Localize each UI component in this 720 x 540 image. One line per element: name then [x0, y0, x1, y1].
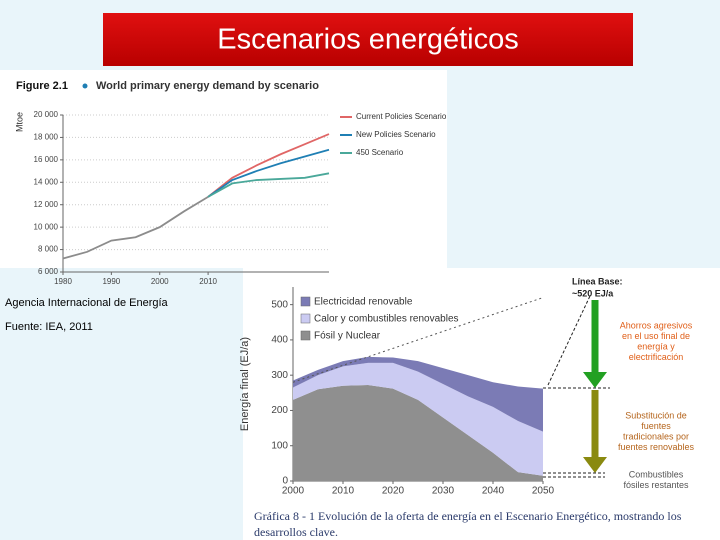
- area: [293, 356, 543, 432]
- legend-label: Electricidad renovable: [314, 297, 413, 308]
- y-tick-label: 16 000: [34, 155, 59, 164]
- annotation: Ahorros agresivos: [620, 320, 693, 330]
- y-tick-label: 6 000: [38, 267, 59, 276]
- legend-swatch: [300, 330, 311, 341]
- source-line: Agencia Internacional de Energía: [5, 297, 169, 309]
- arrow-head: [583, 372, 607, 388]
- guide-line: [547, 295, 591, 386]
- line: [62, 196, 209, 260]
- caption: desarrollos clave.: [254, 525, 338, 539]
- baseline: [292, 297, 544, 383]
- y-tick-label: 12 000: [34, 200, 59, 209]
- annotation: fósiles restantes: [623, 480, 689, 490]
- annotation: en el uso final de: [622, 331, 690, 341]
- arrow-head: [583, 457, 607, 473]
- y-tick-label: 500: [271, 299, 288, 310]
- x-tick-label: 2040: [482, 486, 505, 497]
- y-tick-label: 400: [271, 335, 288, 346]
- figure-panel: [0, 70, 447, 268]
- baseline-note: ~520 EJ/a: [572, 288, 614, 298]
- y-axis-label: Energía final (EJ/a): [239, 337, 251, 431]
- legend-label: New Policies Scenario: [356, 130, 436, 139]
- x-tick-label: 2020: [382, 486, 405, 497]
- x-tick-label: 2030: [432, 486, 455, 497]
- annotation: fuentes renovables: [618, 442, 695, 452]
- y-tick-label: 300: [271, 370, 288, 381]
- chart-title: World primary energy demand by scenario: [96, 80, 319, 92]
- area: [293, 362, 543, 476]
- annotation: energía y: [637, 341, 675, 351]
- legend-label: Current Policies Scenario: [356, 112, 447, 121]
- legend-swatch: [300, 313, 311, 324]
- y-tick-label: 14 000: [34, 177, 59, 186]
- x-tick-label: 1980: [54, 277, 72, 286]
- legend-label: 450 Scenario: [356, 148, 404, 157]
- y-tick-label: 18 000: [34, 133, 59, 142]
- y-tick-label: 10 000: [34, 222, 59, 231]
- area: [293, 385, 543, 481]
- figure-label: Figure 2.1: [16, 80, 68, 92]
- title-box: [103, 13, 633, 66]
- x-tick-label: 2000: [151, 277, 169, 286]
- slide-title: Escenarios energéticos: [217, 24, 518, 56]
- x-tick-label: 2050: [532, 486, 555, 497]
- legend-label: Calor y combustibles renovables: [314, 314, 459, 325]
- bullet: [82, 83, 88, 89]
- annotation: Substitución de: [625, 410, 687, 420]
- annotation: electrificación: [629, 352, 684, 362]
- source-line: Fuente: IEA, 2011: [5, 321, 93, 333]
- y-tick-label: 8 000: [38, 245, 59, 254]
- y-axis-label: Mtoe: [14, 112, 24, 132]
- annotation: fuentes: [641, 421, 671, 431]
- y-tick-label: 100: [271, 440, 288, 451]
- x-tick-label: 2010: [199, 277, 217, 286]
- x-tick-label: 1990: [102, 277, 120, 286]
- y-tick-label: 20 000: [34, 110, 59, 119]
- y-tick-label: 200: [271, 405, 288, 416]
- legend-swatch: [300, 296, 311, 307]
- x-tick-label: 2000: [282, 486, 305, 497]
- baseline-label: Línea Base:: [572, 276, 623, 286]
- line: [207, 133, 330, 198]
- caption: Gráfica 8 - 1 Evolución de la oferta de …: [254, 509, 682, 523]
- x-tick-label: 2010: [332, 486, 355, 497]
- line: [207, 172, 330, 198]
- legend-label: Fósil y Nuclear: [314, 331, 381, 342]
- annotation: tradicionales por: [623, 431, 689, 441]
- annotation: Combustibles: [629, 469, 684, 479]
- y-tick-label: 0: [282, 476, 288, 487]
- line: [207, 148, 330, 198]
